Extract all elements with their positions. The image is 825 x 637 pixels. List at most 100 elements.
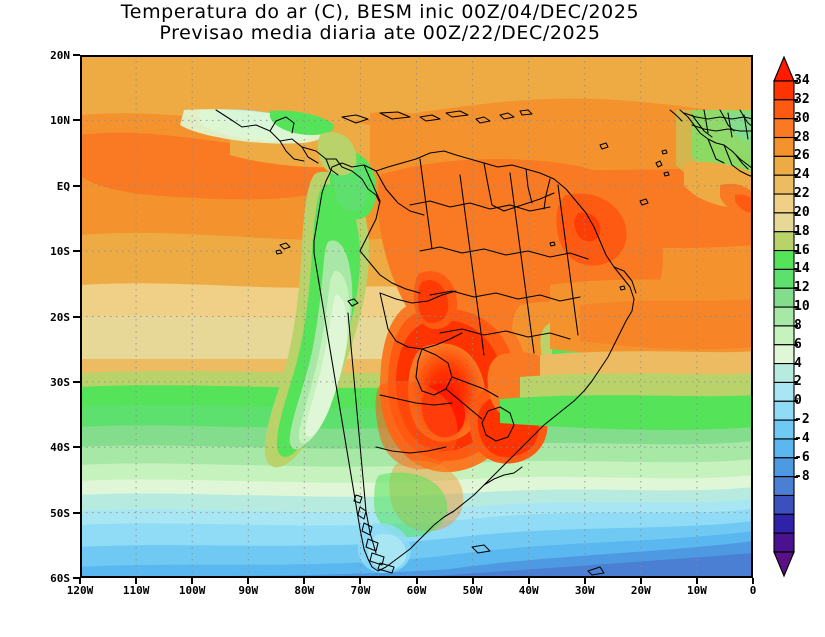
lat-tick <box>73 250 80 253</box>
colorbar-tick <box>794 249 798 252</box>
colorbar-cell <box>773 231 795 252</box>
colorbar-tick <box>794 400 798 403</box>
lat-tick <box>73 184 80 187</box>
colorbar-cell <box>773 457 795 478</box>
map-plot-area <box>80 55 753 578</box>
lon-tick-label: 10W <box>686 584 707 597</box>
colorbar-cell <box>773 212 795 233</box>
colorbar-tick <box>794 230 798 233</box>
colorbar-cell <box>773 494 795 515</box>
colorbar-tick-label: 20 <box>794 204 810 220</box>
colorbar-cell <box>773 438 795 459</box>
colorbar-cell <box>773 136 795 157</box>
lon-tick <box>471 578 474 584</box>
colorbar-cell <box>773 513 795 534</box>
colorbar-tick <box>794 456 798 459</box>
colorbar-tick <box>794 343 798 346</box>
colorbar-tick <box>794 306 798 309</box>
colorbar-tick-label: 4 <box>794 356 822 371</box>
colorbar-cell <box>773 419 795 440</box>
lat-tick-label: 10N <box>50 114 70 128</box>
lon-tick <box>303 578 306 584</box>
lon-tick-label: 20W <box>630 584 651 597</box>
colorbar-tick-label: 30 <box>794 110 810 126</box>
lat-tick-label: 60S <box>50 572 70 585</box>
colorbar-cell <box>773 344 795 365</box>
lon-tick-label: 90W <box>238 584 259 597</box>
colorbar-swatches <box>773 55 795 578</box>
colorbar-tick-label: 16 <box>794 242 810 258</box>
lon-tick <box>583 578 586 584</box>
lon-tick <box>359 578 362 584</box>
lat-tick <box>73 54 80 56</box>
colorbar-tick-label: 34 <box>794 73 810 88</box>
lat-tick-label: 20N <box>50 49 70 62</box>
colorbar-tick <box>794 155 798 158</box>
colorbar-tick-label: 12 <box>794 280 810 296</box>
plot-frame <box>80 55 753 578</box>
title-line-1: Temperatura do ar (C), BESM inic 00Z/04/… <box>120 1 640 23</box>
colorbar-cell <box>773 118 795 139</box>
figure-title: Temperatura do ar (C), BESM inic 00Z/04/… <box>0 1 760 45</box>
colorbar-cell <box>773 193 795 214</box>
lon-tick-label: 80W <box>294 584 315 597</box>
colorbar-cell <box>773 476 795 497</box>
lat-tick-label: EQ <box>56 179 70 193</box>
lat-tick-label: 50S <box>50 506 70 520</box>
lat-tick <box>73 380 80 383</box>
lon-tick-label: 100W <box>178 584 206 597</box>
lat-tick <box>73 315 80 318</box>
colorbar-cell <box>773 287 795 308</box>
colorbar-tick <box>794 324 798 327</box>
colorbar-cap-top <box>773 55 795 82</box>
lon-tick-label: 70W <box>350 584 371 597</box>
colorbar-cell <box>773 99 795 120</box>
colorbar-tick-label: 28 <box>794 129 810 145</box>
colorbar-tick-label: 8 <box>794 318 822 333</box>
colorbar-cell <box>773 174 795 195</box>
lon-tick <box>79 578 81 584</box>
colorbar-tick <box>794 287 798 290</box>
lon-tick-label: 60W <box>406 584 427 597</box>
lon-tick-label: 50W <box>462 584 483 597</box>
lon-tick <box>191 578 194 584</box>
lat-tick-label: 20S <box>50 310 70 324</box>
lon-tick-label: 120W <box>66 584 94 597</box>
lon-tick-label: 40W <box>518 584 539 597</box>
lon-tick <box>639 578 642 584</box>
colorbar-cap-bottom <box>773 551 795 578</box>
colorbar-cell <box>773 268 795 289</box>
temperature-contour-map <box>80 55 753 578</box>
colorbar-cell <box>773 381 795 402</box>
colorbar-cell <box>773 80 795 101</box>
colorbar-tick <box>794 136 798 139</box>
lat-tick <box>73 577 80 579</box>
colorbar-tick-label: 26 <box>794 148 810 164</box>
colorbar-tick <box>794 211 798 214</box>
lon-tick-label: 0 <box>749 584 757 597</box>
colorbar-tick <box>794 381 798 384</box>
colorbar-tick-label: 2 <box>794 374 822 389</box>
gridlines <box>80 55 753 578</box>
colorbar-tick-label: -8 <box>794 468 810 484</box>
colorbar-cell <box>773 400 795 421</box>
colorbar-tick <box>794 80 798 82</box>
colorbar-tick-label: 0 <box>794 393 822 408</box>
coastlines-and-borders <box>215 109 753 576</box>
colorbar: 3432302826242220181614121086420-2-4-6-8 <box>760 55 822 578</box>
colorbar-tick-label: 6 <box>794 337 822 352</box>
colorbar-cell <box>773 250 795 270</box>
lon-tick <box>135 578 138 584</box>
colorbar-tick-label: 14 <box>794 261 810 277</box>
lat-tick <box>73 446 80 449</box>
colorbar-cell <box>773 532 795 553</box>
lon-tick <box>415 578 418 584</box>
colorbar-tick <box>794 362 798 365</box>
lon-tick <box>695 578 698 584</box>
colorbar-tick <box>794 117 798 120</box>
lat-tick-label: 30S <box>50 375 70 389</box>
colorbar-tick <box>794 193 798 196</box>
colorbar-tick <box>794 437 798 440</box>
lat-tick-label: 10S <box>50 245 70 259</box>
